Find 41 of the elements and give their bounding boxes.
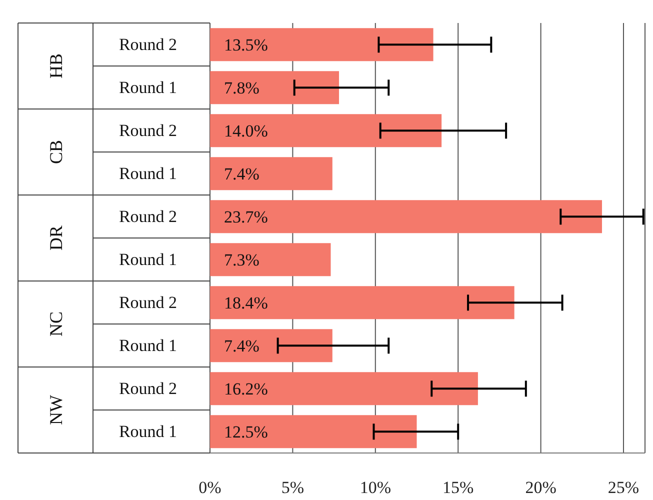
- bar: [210, 114, 442, 148]
- text: HB: [46, 53, 66, 79]
- x-tick-label: 5%: [281, 478, 304, 498]
- x-tick-label: 0%: [198, 478, 222, 498]
- y-tick-label: Round 2: [118, 207, 178, 226]
- bar: [210, 286, 514, 320]
- y-tick-label: Round 1: [118, 422, 178, 441]
- data-label: 13.5%: [224, 36, 268, 55]
- x-tick-label: 25%: [608, 478, 640, 498]
- data-label: 7.4%: [224, 164, 260, 184]
- data-label: 7.3%: [224, 250, 260, 270]
- y-tick-label: Round 1: [118, 78, 178, 97]
- data-label: 12.5%: [224, 422, 268, 442]
- bar: [210, 28, 434, 62]
- y-tick-label: Round 2: [118, 35, 178, 54]
- data-label: 23.7%: [224, 208, 268, 227]
- x-tick-label: 15%: [442, 478, 474, 498]
- text: DR: [46, 225, 66, 251]
- y-tick-label: Round 2: [118, 293, 178, 312]
- y-tick-label: Round 2: [118, 379, 178, 398]
- bar: [210, 415, 417, 448]
- data-label: 16.2%: [224, 380, 268, 399]
- text: NC: [46, 311, 66, 337]
- bar: [210, 329, 332, 362]
- y-tick-label: Round 1: [118, 250, 178, 269]
- bar: [210, 157, 332, 190]
- x-tick-label: 20%: [525, 478, 556, 498]
- data-label: 7.4%: [224, 336, 260, 356]
- y-tick-label: Round 1: [118, 336, 178, 355]
- bar: [210, 71, 340, 104]
- data-label: 14.0%: [224, 122, 268, 141]
- data-label: 18.4%: [224, 294, 268, 313]
- data-label: 7.8%: [224, 78, 260, 98]
- bar: [210, 243, 331, 276]
- text: NW: [46, 395, 66, 425]
- y-tick-label: Round 1: [118, 164, 178, 183]
- y-tick-label: Round 2: [118, 121, 178, 140]
- text: CB: [46, 140, 66, 164]
- x-tick-label: 10%: [360, 478, 391, 498]
- bar: [210, 200, 602, 234]
- bar: [210, 372, 478, 406]
